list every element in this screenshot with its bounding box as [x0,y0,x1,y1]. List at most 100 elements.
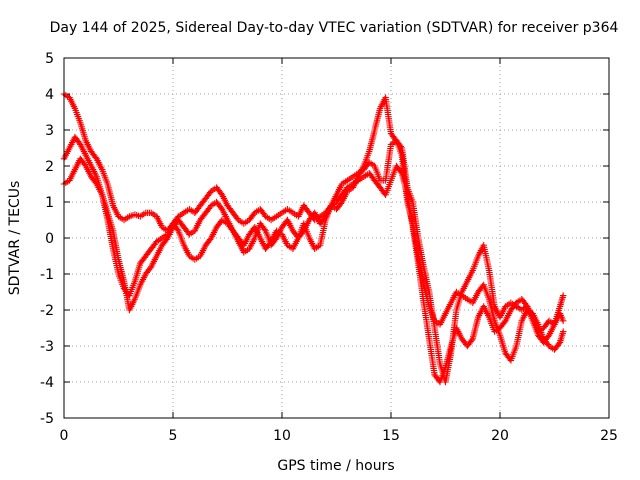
data-point [126,297,138,314]
data-point [387,130,399,143]
data-point [115,270,127,290]
data-point [480,242,492,272]
data-point [316,218,329,249]
data-point [180,207,191,216]
data-point [153,243,165,260]
axis-ticks [63,57,610,419]
data-point [415,252,427,286]
data-point [262,213,273,222]
data-point [387,164,399,184]
data-point [197,196,208,209]
data-point [382,179,394,198]
data-point [82,137,94,153]
data-point [426,303,437,322]
data-point [453,288,464,298]
data-point [208,200,218,209]
y-tick-label: -2 [40,303,54,319]
data-point [518,296,530,309]
y-tick-label: -3 [40,339,54,355]
data-point [360,150,372,170]
data-point [322,204,334,220]
data-point [273,225,285,242]
data-point [66,168,78,184]
data-point [513,319,525,350]
data-point [355,174,366,184]
y-tick-label: 3 [45,123,54,139]
x-tick-label: 10 [273,428,291,444]
data-point [180,242,192,258]
data-point [202,189,214,202]
data-point [469,316,481,342]
data-point [491,326,502,335]
data-point [175,210,186,220]
data-point [355,167,366,177]
data-point [436,366,448,386]
data-point [99,191,111,214]
data-point [393,162,404,175]
data-point [393,137,405,157]
data-point [518,304,529,314]
x-tick-label: 25 [600,428,618,444]
data-point [333,200,345,213]
data-point [371,162,383,182]
data-point [148,239,159,252]
data-point [218,216,229,226]
data-point [99,166,110,186]
data-point [273,210,284,220]
data-point [224,216,236,233]
data-point [251,207,262,216]
data-point [366,170,377,183]
data-point [409,224,422,265]
data-point [529,317,541,337]
data-point [464,269,475,285]
data-point [338,189,350,206]
data-point [469,290,481,306]
data-point [513,297,524,306]
data-point [142,209,153,216]
data-point [218,191,230,207]
data-point [186,206,197,215]
data-point [229,209,241,222]
data-point [235,238,247,254]
data-point [480,303,492,319]
data-point [88,173,99,186]
data-point [202,236,214,249]
data-point [420,299,432,340]
data-point [420,263,432,294]
x-axis-label: GPS time / hours [277,458,394,474]
data-point [202,203,214,216]
data-point [284,206,295,215]
data-point [398,170,411,196]
data-point [278,231,290,247]
data-point [257,206,268,219]
data-point [115,256,127,283]
data-point [93,180,105,197]
data-point [540,333,552,346]
data-point [142,265,154,278]
data-point [338,178,349,188]
y-tick-label: -4 [40,375,54,391]
data-point [496,305,508,321]
data-point [333,182,345,198]
data-point [480,281,492,301]
data-point [284,242,295,251]
data-point [545,342,556,352]
data-point [235,216,246,226]
data-point [507,301,519,314]
data-point [371,107,383,134]
data-point [458,279,470,296]
data-point [344,174,355,184]
data-point [71,105,83,124]
data-point [349,171,360,180]
data-point [387,138,398,148]
data-point [240,233,252,249]
data-point [502,350,513,363]
y-tick-label: 4 [45,87,54,103]
data-point [464,296,475,305]
data-point [120,214,131,224]
data-point [267,236,279,249]
data-point [311,243,322,252]
data-point [415,234,427,268]
data-point [82,152,94,168]
y-tick-label: 5 [45,51,54,67]
